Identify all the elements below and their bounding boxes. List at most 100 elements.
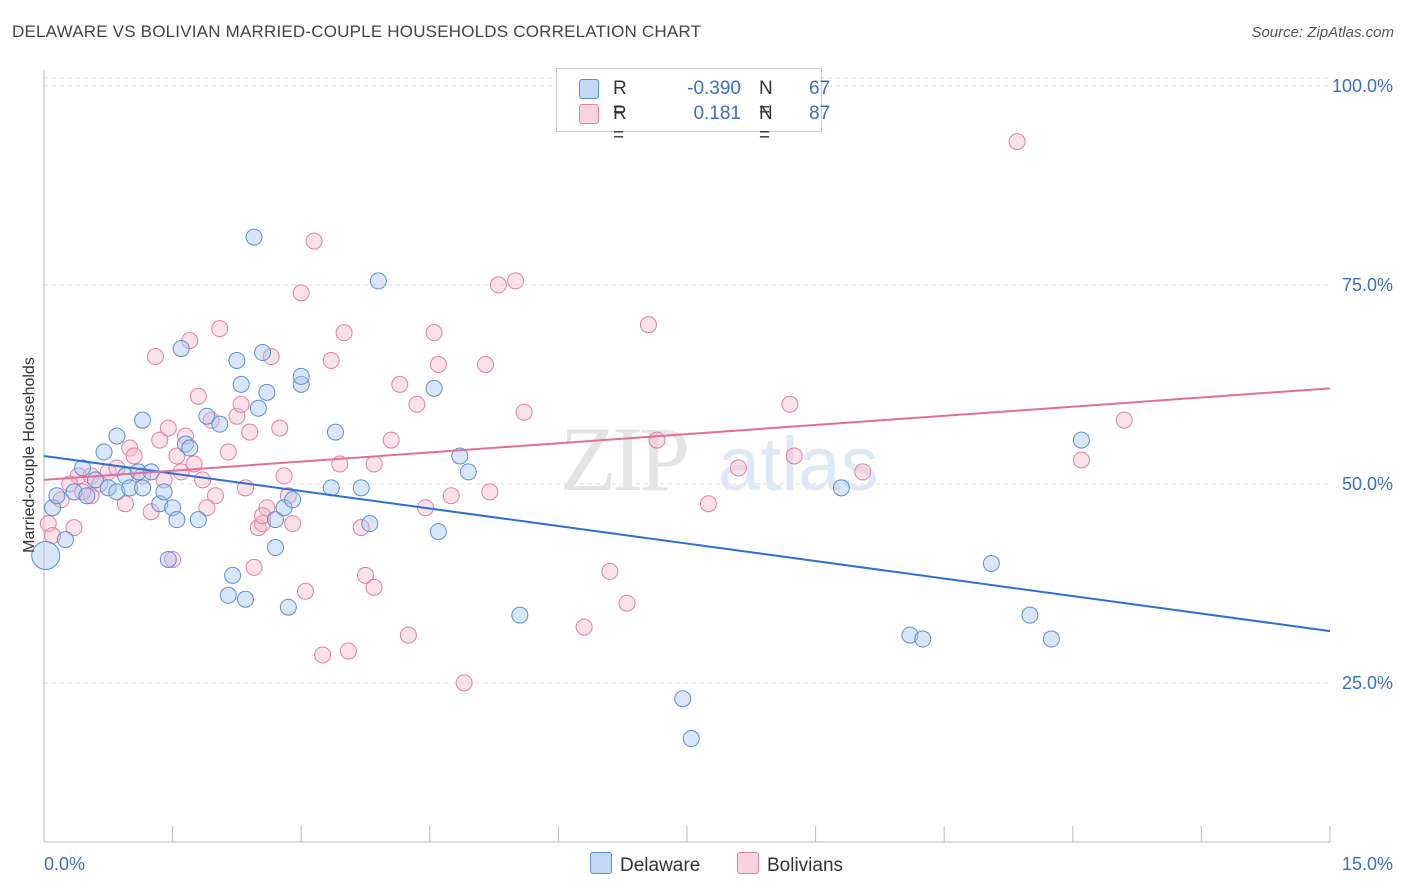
y-tick-label: 50.0% <box>1342 474 1393 494</box>
bolivians-point <box>61 475 79 493</box>
legend-n-label: N = <box>759 78 773 121</box>
delaware-point <box>429 523 447 541</box>
bolivians-point <box>65 519 83 537</box>
delaware-point <box>31 540 61 570</box>
delaware-point <box>134 479 152 497</box>
delaware-point <box>168 511 186 529</box>
bolivians-point <box>618 594 636 612</box>
delaware-point <box>459 463 477 481</box>
delaware-point <box>1042 630 1060 648</box>
delaware-point <box>425 379 443 397</box>
delaware-point <box>245 228 263 246</box>
bolivians-point <box>82 487 100 505</box>
delaware-point <box>914 630 932 648</box>
delaware-point <box>254 344 272 362</box>
trend-lines <box>43 387 1331 633</box>
delaware-point <box>211 415 229 433</box>
delaware-point <box>228 351 246 369</box>
bolivians-point <box>322 351 340 369</box>
bolivians-point <box>339 642 357 660</box>
y-tick-label: 100.0% <box>1332 76 1393 96</box>
y-tick-label: 25.0% <box>1342 673 1393 693</box>
bolivians-point <box>296 582 314 600</box>
source-label: Source: ZipAtlas.com <box>1251 24 1394 41</box>
delaware-point <box>901 626 919 644</box>
delaware-point <box>326 423 344 441</box>
series-delaware-points <box>31 228 1090 748</box>
bolivians-point <box>159 419 177 437</box>
delaware-point <box>74 459 92 477</box>
bolivians-point <box>121 439 139 457</box>
bolivians-point <box>455 674 473 692</box>
bolivians-point <box>275 467 293 485</box>
delaware-point <box>78 487 96 505</box>
y-tick-label: 75.0% <box>1342 275 1393 295</box>
bottom-legend-bolivians-label: Bolivians <box>767 855 844 876</box>
bolivians-point <box>781 395 799 413</box>
bolivians-point <box>258 499 276 517</box>
bolivians-point <box>305 232 323 250</box>
bolivians-point <box>391 375 409 393</box>
delaware-point <box>189 511 207 529</box>
bolivians-point <box>429 355 447 373</box>
delaware-point <box>56 531 74 549</box>
delaware-point <box>352 479 370 497</box>
legend-n-value: 87 <box>809 103 831 124</box>
bolivians-point <box>648 431 666 449</box>
delaware-trend-line <box>43 455 1331 633</box>
delaware-point <box>832 479 850 497</box>
delaware-point <box>682 730 700 748</box>
tick-labels: 25.0% 50.0% 75.0% 100.0% 0.0% 15.0% <box>44 76 1393 874</box>
legend-r-label: R = <box>613 103 627 146</box>
delaware-point <box>48 487 66 505</box>
delaware-point <box>284 491 302 509</box>
bolivians-point <box>284 515 302 533</box>
x-tick-label: 15.0% <box>1342 854 1393 874</box>
bolivians-point <box>639 316 657 334</box>
bolivians-point <box>116 495 134 513</box>
legend-n-label: N = <box>759 103 773 146</box>
delaware-swatch <box>579 79 599 99</box>
bolivians-point <box>292 284 310 302</box>
bolivians-point <box>575 618 593 636</box>
bolivians-point <box>335 324 353 342</box>
bolivians-point <box>245 558 263 576</box>
delaware-point <box>361 515 379 533</box>
bolivians-point <box>399 626 417 644</box>
bolivians-point <box>365 578 383 596</box>
bolivians-point <box>151 431 169 449</box>
bolivians-point <box>232 395 250 413</box>
bolivians-point <box>477 355 495 373</box>
bolivians-point <box>189 387 207 405</box>
delaware-point <box>258 383 276 401</box>
bolivians-point <box>442 487 460 505</box>
delaware-point <box>181 439 199 457</box>
bolivians-point <box>1115 411 1133 429</box>
bolivians-point <box>198 499 216 517</box>
delaware-point <box>292 367 310 385</box>
y-axis-title: Married-couple Households <box>21 357 38 553</box>
delaware-point <box>108 427 126 445</box>
bolivians-point <box>854 463 872 481</box>
bolivians-point <box>489 276 507 294</box>
bolivians-point <box>125 447 143 465</box>
watermark-atlas: atlas <box>718 422 879 507</box>
delaware-point <box>369 272 387 290</box>
delaware-point <box>108 483 126 501</box>
delaware-point <box>674 690 692 708</box>
bolivians-point <box>425 324 443 342</box>
delaware-point <box>232 375 250 393</box>
bolivians-point <box>206 487 224 505</box>
delaware-point <box>95 443 113 461</box>
bolivians-trend-line <box>43 387 1331 481</box>
bolivians-point <box>314 646 332 664</box>
bolivians-point <box>194 471 212 489</box>
bolivians-point <box>219 443 237 461</box>
watermark-zip: ZIP <box>560 408 687 510</box>
bolivians-point <box>262 348 280 366</box>
delaware-point <box>224 566 242 584</box>
bolivians-point <box>601 562 619 580</box>
bolivians-point <box>168 447 186 465</box>
bolivians-point <box>271 419 289 437</box>
